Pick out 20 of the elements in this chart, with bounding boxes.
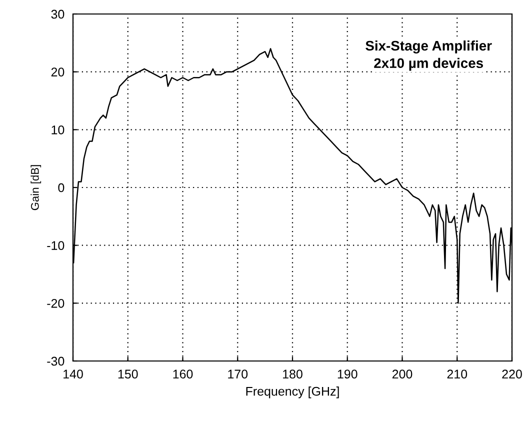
y-tick-label: -30 — [47, 356, 64, 366]
x-tick-label: 170 — [228, 370, 248, 379]
y-tick-label: 30 — [51, 10, 64, 19]
annotation: Six-Stage Amplifier — [366, 40, 492, 54]
x-tick-label: 210 — [447, 370, 468, 379]
y-tick-label: -10 — [47, 241, 64, 250]
y-tick-label: 0 — [58, 183, 64, 192]
x-tick-label: 220 — [502, 370, 522, 379]
y-tick-label: 10 — [52, 125, 64, 134]
x-tick-label: 140 — [64, 370, 83, 379]
x-tick-label: 180 — [283, 370, 302, 379]
y-tick-label: 20 — [51, 68, 64, 76]
annotation: 2x10 µm devices — [374, 58, 483, 71]
x-tick-label: 150 — [118, 370, 138, 379]
y-axis-title: Gain [dB] — [30, 165, 42, 210]
x-axis-title: Frequency [GHz] — [246, 386, 339, 398]
x-tick-label: 160 — [173, 370, 193, 379]
x-tick-label: 190 — [338, 370, 358, 379]
x-tick-label: 200 — [392, 370, 412, 379]
y-tick-label: -20 — [47, 298, 64, 308]
